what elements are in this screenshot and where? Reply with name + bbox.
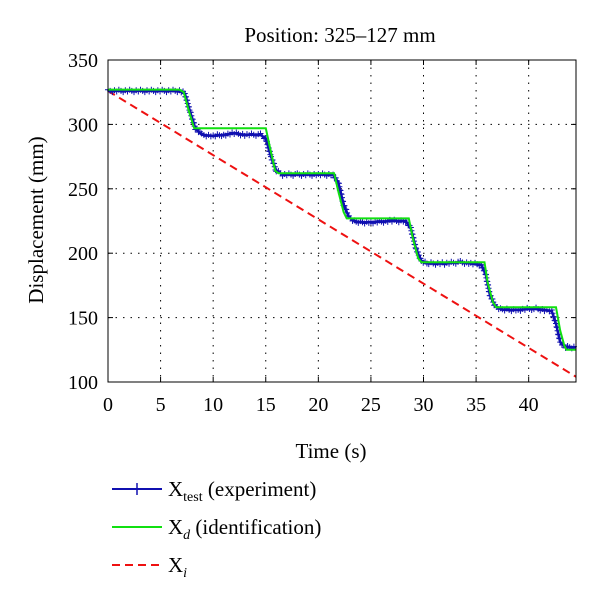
y-tick-label: 300 [68, 114, 98, 136]
axis-ticks: 0 5 10 15 20 25 30 35 40 100 150 200 250 300 350 [68, 50, 576, 416]
series-marker [550, 314, 557, 320]
x-tick-label: 25 [361, 394, 381, 416]
series-marker [552, 317, 559, 324]
y-axis-label: Displacement (mm) [24, 136, 48, 303]
legend-label: Xtest (experiment) [168, 477, 316, 505]
series-line-identification [108, 88, 576, 351]
y-tick-label: 350 [68, 50, 98, 72]
x-tick-label: 5 [156, 394, 166, 416]
plot-frame [107, 59, 577, 383]
x-axis-label: Time (s) [296, 439, 367, 463]
x-tick-label: 10 [203, 394, 223, 416]
grid [108, 60, 576, 382]
y-tick-label: 100 [68, 372, 98, 394]
x-tick-label: 20 [308, 394, 328, 416]
series-line-ideal [107, 90, 577, 378]
x-tick-label: 35 [466, 394, 486, 416]
x-tick-label: 15 [256, 394, 276, 416]
y-tick-label: 250 [68, 179, 98, 201]
x-tick-label: 0 [103, 394, 113, 416]
series-marker [549, 310, 556, 317]
y-tick-label: 150 [68, 308, 98, 330]
legend-label: Xi [168, 553, 187, 581]
legend-marker [131, 483, 143, 495]
series-markers-test [105, 86, 577, 352]
legend-entry-ideal: Xi [112, 553, 187, 581]
series-marker [343, 206, 350, 213]
legend: Xtest (experiment) Xd (identification) Xi [112, 477, 321, 581]
y-tick-label: 200 [68, 243, 98, 265]
legend-entry-identification: Xd (identification) [112, 515, 321, 543]
series-layer [105, 86, 577, 378]
legend-label: Xd (identification) [168, 515, 321, 543]
legend-entry-test: Xtest (experiment) [112, 477, 316, 505]
x-tick-label: 30 [414, 394, 434, 416]
x-tick-label: 40 [519, 394, 539, 416]
chart-title: Position: 325–127 mm [244, 23, 435, 47]
